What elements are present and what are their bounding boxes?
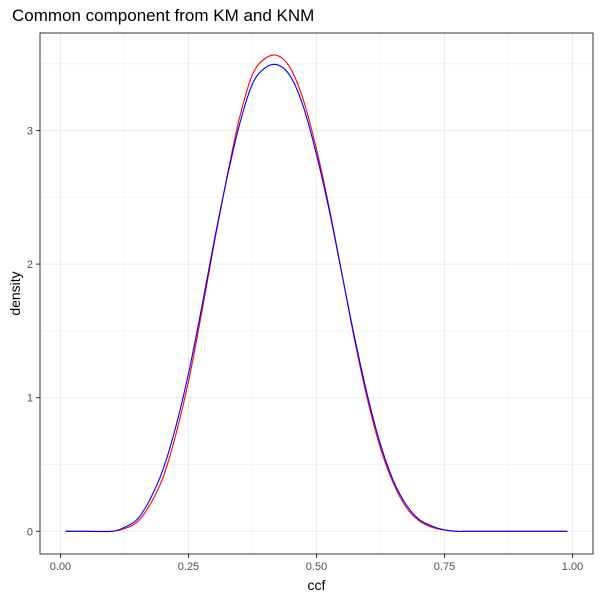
y-tick-label: 2 bbox=[27, 259, 33, 271]
y-tick-label: 0 bbox=[27, 526, 33, 538]
series-line-2 bbox=[65, 63, 568, 533]
grid-major bbox=[40, 33, 593, 554]
x-tick-label: 0.25 bbox=[178, 561, 199, 573]
chart-title: Common component from KM and KNM bbox=[12, 6, 315, 25]
x-tick-label: 0.50 bbox=[306, 561, 327, 573]
y-tick-label: 3 bbox=[27, 126, 33, 138]
x-tick-label: 0.75 bbox=[434, 561, 455, 573]
series-layer bbox=[65, 54, 568, 533]
y-axis-title: density bbox=[7, 271, 23, 315]
y-tick-label: 1 bbox=[27, 393, 33, 405]
x-tick-label: 0.00 bbox=[50, 561, 71, 573]
y-axis-ticks: 0 1 2 3 bbox=[27, 126, 40, 538]
x-axis-title: ccf bbox=[308, 577, 326, 593]
x-tick-label: 1.00 bbox=[562, 561, 583, 573]
x-axis-ticks: 0.00 0.25 0.50 0.75 1.00 bbox=[50, 554, 583, 573]
